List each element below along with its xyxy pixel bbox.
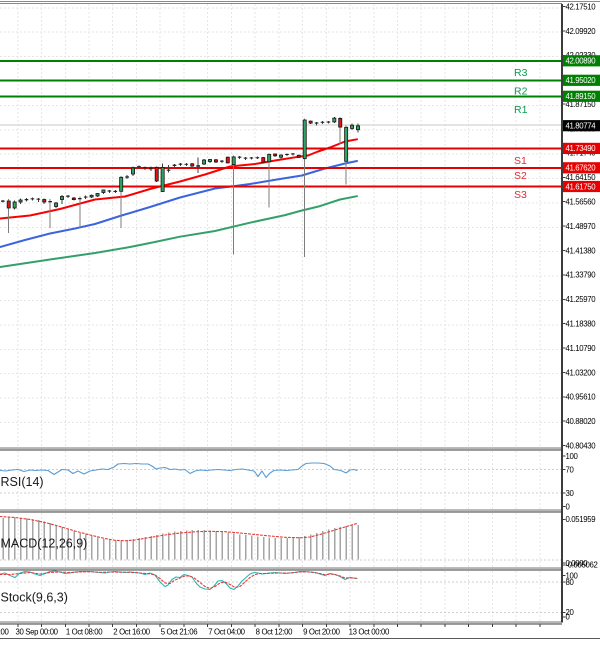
svg-text:42.00890: 42.00890 xyxy=(566,57,597,66)
svg-text:41.48970: 41.48970 xyxy=(566,222,597,231)
svg-text:42.09920: 42.09920 xyxy=(566,27,597,36)
svg-text:R2: R2 xyxy=(514,85,528,97)
svg-text:MACD(12,26,9): MACD(12,26,9) xyxy=(1,537,88,551)
svg-text:41.10790: 41.10790 xyxy=(566,344,597,353)
svg-text:0.051959: 0.051959 xyxy=(566,515,596,524)
svg-text:30: 30 xyxy=(566,489,575,498)
svg-text:41.64150: 41.64150 xyxy=(566,173,597,182)
svg-text:41.56560: 41.56560 xyxy=(566,198,597,207)
svg-text:80: 80 xyxy=(566,578,575,587)
svg-text:R1: R1 xyxy=(514,104,528,116)
svg-text:8 Oct 12:00: 8 Oct 12:00 xyxy=(256,628,293,637)
svg-text:1 Oct 08:00: 1 Oct 08:00 xyxy=(66,628,103,637)
svg-text:41.95020: 41.95020 xyxy=(566,76,597,85)
svg-text:30 Sep 00:00: 30 Sep 00:00 xyxy=(15,628,58,637)
svg-text:41.73490: 41.73490 xyxy=(566,144,597,153)
svg-text:S2: S2 xyxy=(514,170,527,182)
svg-text:41.03200: 41.03200 xyxy=(566,368,597,377)
svg-text:41.61750: 41.61750 xyxy=(566,182,597,191)
svg-text:0: 0 xyxy=(566,613,571,622)
svg-text:7 Oct 04:00: 7 Oct 04:00 xyxy=(208,628,245,637)
svg-text:40.80430: 40.80430 xyxy=(566,441,597,450)
svg-text:0.0000: 0.0000 xyxy=(566,559,589,568)
svg-text:41.67620: 41.67620 xyxy=(566,164,597,173)
svg-text:5 Oct 21:06: 5 Oct 21:06 xyxy=(161,628,197,637)
svg-text:41.89150: 41.89150 xyxy=(566,92,597,101)
svg-text:41.41380: 41.41380 xyxy=(566,246,597,255)
svg-text:20: 20 xyxy=(566,608,575,617)
svg-text:9 Oct 20:00: 9 Oct 20:00 xyxy=(303,628,340,637)
svg-text:0:00: 0:00 xyxy=(0,628,10,637)
svg-text:S1: S1 xyxy=(514,155,527,167)
svg-text:RSI(14): RSI(14) xyxy=(1,475,44,489)
svg-text:0: 0 xyxy=(566,503,571,512)
svg-text:R3: R3 xyxy=(514,67,528,79)
svg-text:13 Oct 00:00: 13 Oct 00:00 xyxy=(349,628,390,637)
svg-text:-0.005062: -0.005062 xyxy=(566,561,598,570)
svg-text:41.18380: 41.18380 xyxy=(566,319,597,328)
svg-text:70: 70 xyxy=(566,465,575,474)
svg-text:100: 100 xyxy=(566,452,579,461)
svg-text:2 Oct 16:00: 2 Oct 16:00 xyxy=(113,628,150,637)
svg-text:41.87150: 41.87150 xyxy=(566,100,597,109)
svg-text:S3: S3 xyxy=(514,189,527,201)
svg-text:41.33790: 41.33790 xyxy=(566,271,597,280)
svg-text:Stock(9,6,3): Stock(9,6,3) xyxy=(1,591,68,605)
svg-text:42.17510: 42.17510 xyxy=(566,2,597,11)
svg-text:41.80774: 41.80774 xyxy=(566,122,597,131)
svg-text:41.25970: 41.25970 xyxy=(566,295,597,304)
svg-text:40.88020: 40.88020 xyxy=(566,417,597,426)
svg-text:100: 100 xyxy=(566,572,579,581)
svg-text:40.95610: 40.95610 xyxy=(566,393,597,402)
